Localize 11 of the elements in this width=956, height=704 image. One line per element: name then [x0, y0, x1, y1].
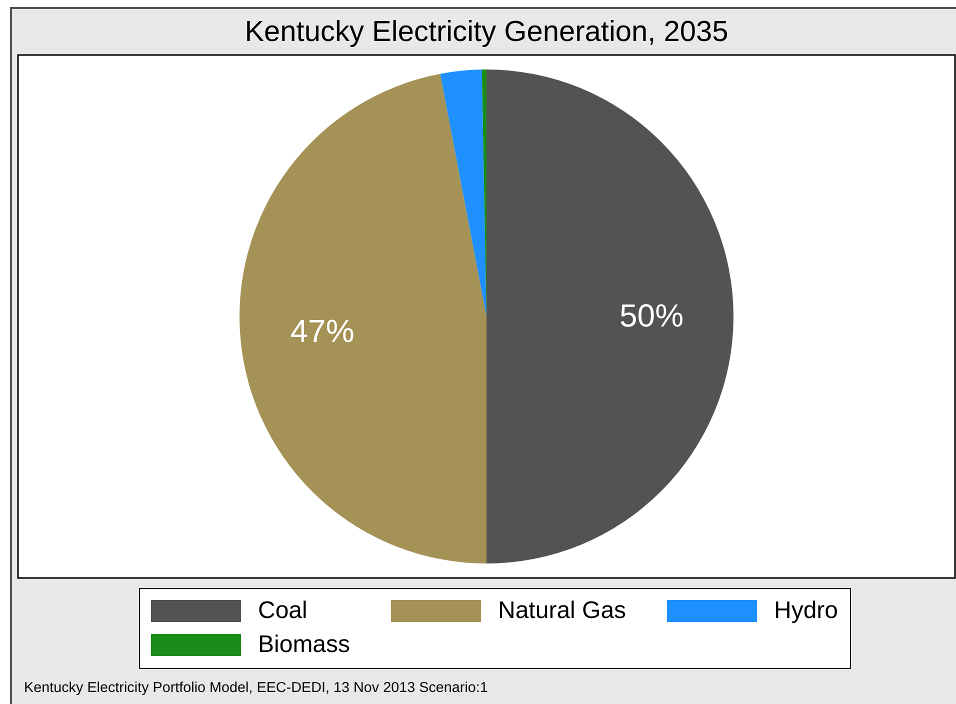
legend-label: Biomass: [258, 631, 350, 658]
text: Kentucky Electricity Portfolio Model, EEC-DEDI, 13 Nov 2013 Scenario:1: [24, 680, 488, 696]
legend-label: Hydro: [774, 597, 838, 624]
pie-slice: [486, 70, 734, 564]
data-label: 50%: [619, 298, 684, 334]
data-label: 47%: [290, 313, 354, 350]
chart-title: Kentucky Electricity Generation, 2035: [244, 16, 728, 48]
pie-slice: [240, 74, 486, 564]
legend-label: Coal: [258, 597, 308, 624]
pie-slice: [440, 70, 486, 316]
legend-label: Natural Gas: [498, 597, 626, 624]
